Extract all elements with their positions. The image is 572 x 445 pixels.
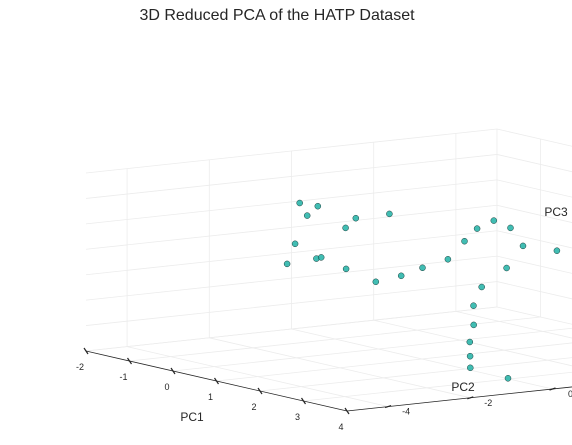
data-point <box>466 352 474 360</box>
pane-grid <box>85 128 572 412</box>
data-point <box>470 321 477 329</box>
y-tick-label: 0 <box>568 389 572 399</box>
data-point <box>397 272 405 280</box>
data-point <box>503 264 510 272</box>
data-point <box>342 265 350 273</box>
data-point <box>314 202 322 210</box>
grid-line <box>85 230 498 276</box>
data-point <box>291 240 299 248</box>
grid-line <box>496 128 572 147</box>
x-tick-mark <box>344 407 350 415</box>
x-tick-mark <box>83 347 89 355</box>
grid-line <box>209 337 471 399</box>
data-point <box>352 214 360 222</box>
data-point <box>419 264 426 272</box>
x-tick-label: 1 <box>208 392 213 402</box>
data-point <box>519 242 527 250</box>
grid-line <box>85 281 498 326</box>
grid-line <box>496 179 572 198</box>
grid-line <box>291 328 553 390</box>
data-point <box>317 254 325 261</box>
x-tick-label: 0 <box>164 382 169 392</box>
data-point <box>296 199 303 207</box>
y-tick-label: -2 <box>484 398 492 408</box>
grid-line <box>259 357 572 392</box>
y-tick-label: -4 <box>402 407 410 417</box>
data-point <box>461 237 468 245</box>
data-point <box>386 210 393 218</box>
chart-title: 3D Reduced PCA of the HATP Dataset <box>139 7 415 24</box>
data-point <box>303 212 311 219</box>
x-tick-mark <box>257 387 263 395</box>
grid-line <box>455 311 572 339</box>
data-point <box>467 364 474 372</box>
x-tick-mark <box>301 397 306 405</box>
grid-line <box>496 154 572 173</box>
axis-lines <box>85 350 572 412</box>
y-axis-label: PC2 <box>451 380 475 394</box>
data-point <box>473 225 481 232</box>
data-point <box>490 217 498 224</box>
grid-line <box>85 179 498 225</box>
x-tick-mark <box>214 377 219 385</box>
data-point <box>444 256 452 263</box>
grid-line <box>496 255 572 274</box>
grid-line <box>303 371 572 402</box>
x-tick-label: -1 <box>119 372 127 382</box>
data-point <box>372 278 380 286</box>
y-tick-mark <box>467 396 474 400</box>
x-tick-label: -2 <box>76 362 84 372</box>
grid-line <box>373 319 572 367</box>
grid-line <box>85 128 498 174</box>
x-tick-label: 2 <box>251 402 256 412</box>
grid-line <box>85 154 498 199</box>
grid-line <box>127 346 389 407</box>
x-tick-mark <box>127 357 132 365</box>
scatter-points <box>283 199 561 382</box>
data-point <box>466 338 474 346</box>
grid-line <box>216 342 572 382</box>
x-axis-label: PC1 <box>180 410 204 424</box>
y-tick-mark <box>549 387 556 391</box>
x-tick-label: 3 <box>295 412 300 422</box>
data-point <box>507 224 514 232</box>
data-point <box>470 302 477 309</box>
data-point <box>553 247 561 254</box>
data-point <box>342 224 349 232</box>
grid-line <box>496 306 572 325</box>
data-point <box>283 260 291 268</box>
grid-line <box>496 204 572 223</box>
data-point <box>504 375 512 382</box>
grid-line <box>85 306 498 352</box>
data-point <box>478 283 485 291</box>
grid-line <box>85 204 498 250</box>
y-tick-mark <box>384 405 392 409</box>
grid-line <box>85 255 498 301</box>
z-axis-label: PC3 <box>544 205 568 219</box>
grid-line <box>496 281 572 300</box>
grid-line <box>496 230 572 249</box>
x-tick-mark <box>170 367 176 375</box>
x-tick-label: 4 <box>338 422 343 432</box>
